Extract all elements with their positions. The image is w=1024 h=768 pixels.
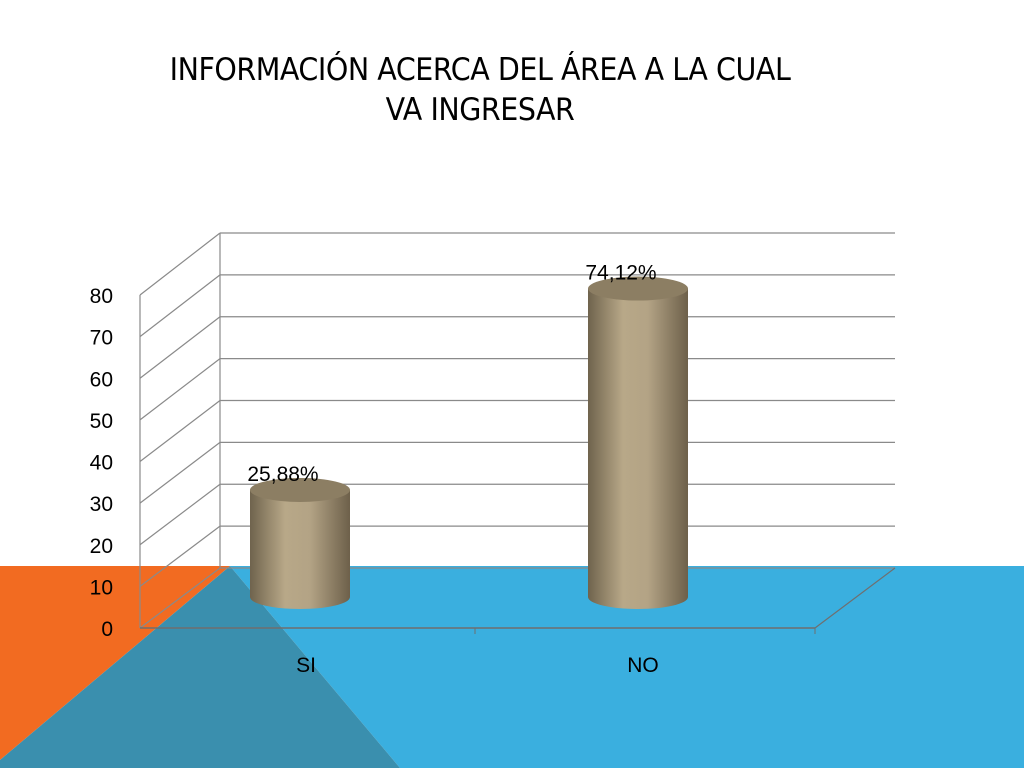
y-tick-label: 60: [90, 368, 113, 391]
x-category-label: SI: [296, 654, 316, 677]
y-tick-label: 40: [90, 452, 113, 475]
y-tick-label: 30: [90, 493, 113, 516]
bar-si: [250, 489, 350, 609]
blue-band: [230, 566, 1024, 768]
gridline-side: [139, 232, 221, 296]
x-category-label: NO: [627, 654, 659, 677]
gridline-side: [139, 316, 221, 379]
gridline-side: [139, 358, 221, 421]
bar-top-si: [250, 477, 350, 502]
bar-no: [588, 288, 688, 609]
y-tick-label: 0: [101, 618, 113, 641]
y-tick-label: 80: [90, 285, 113, 308]
y-tick-label: 10: [90, 576, 113, 599]
y-tick-label: 20: [90, 535, 113, 558]
gridline-side: [139, 567, 221, 629]
gridline-side: [139, 274, 221, 338]
bar-top-no: [588, 276, 688, 301]
y-tick-label: 50: [90, 410, 113, 433]
y-tick-label: 70: [90, 327, 113, 350]
gridline-side: [139, 525, 221, 587]
floor-right-edge: [814, 567, 896, 629]
data-label-no: 74,12%: [585, 262, 656, 285]
slide-title: INFORMACIÓN ACERCA DEL ÁREA A LA CUAL VA…: [169, 52, 791, 128]
gridline-side: [139, 483, 221, 546]
gridline-side: [139, 441, 221, 504]
data-label-si: 25,88%: [247, 463, 318, 486]
dark-overlay-shape: [0, 566, 400, 768]
gridline-side: [139, 400, 221, 462]
